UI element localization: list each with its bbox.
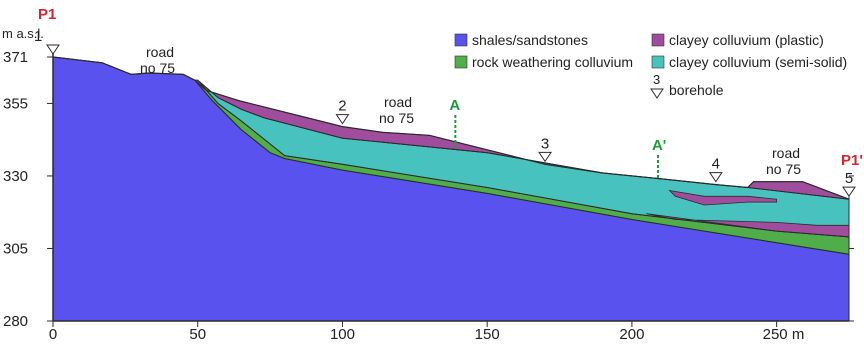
road-label-2-line1: road (384, 94, 412, 110)
borehole-marker (538, 151, 553, 163)
legend-label-rock-colluvium: rock weathering colluvium (472, 54, 633, 70)
road-label-2-line2: no 75 (379, 110, 414, 126)
road-label-3-line1: road (772, 145, 800, 161)
x-tick-label-last: 250 m (763, 326, 805, 341)
y-tick-label: 371 (3, 49, 28, 66)
borehole-number: 2 (338, 98, 346, 115)
y-tick-label: 330 (3, 168, 28, 185)
borehole-number: 1 (34, 28, 42, 45)
section-markers-group: A A' (449, 97, 666, 179)
legend-label-borehole: borehole (669, 82, 724, 98)
legend-label-clayey-semisolid: clayey colluvium (semi-solid) (669, 54, 847, 70)
y-tick-label: 280 (3, 313, 28, 330)
boreholes-group: 1 2 3 4 5 (34, 28, 856, 198)
x-tick-label: 200 (619, 326, 644, 341)
borehole-marker (842, 186, 856, 198)
semisolid-boundary (197, 79, 850, 200)
legend-borehole-number: 3 (653, 72, 660, 87)
legend-borehole-icon (650, 88, 664, 99)
legend-swatch-clayey-plastic (651, 33, 665, 47)
x-tick-label: 0 (49, 326, 57, 341)
road-label-3-line2: no 75 (766, 161, 801, 177)
borehole-number: 5 (845, 170, 853, 187)
profile-start-label: P1 (38, 6, 56, 23)
plastic-colluvium-lens (668, 189, 777, 206)
borehole-marker (46, 44, 60, 55)
legend-label-shales: shales/sandstones (472, 32, 588, 48)
borehole-marker (708, 172, 723, 183)
legend-label-clayey-plastic: clayey colluvium (plastic) (669, 32, 824, 48)
road-label-1-line1: road (146, 44, 174, 60)
profile-end-label: P1' (841, 152, 863, 169)
legend-swatch-clayey-semisolid (651, 55, 665, 69)
legend: shales/sandstones clayey colluvium (plas… (454, 32, 847, 99)
elevation-unit-label: m a.s.l. (2, 26, 44, 41)
borehole-number: 3 (541, 135, 549, 152)
x-axis-ticks: 0 50 100 150 200 250 m (49, 321, 805, 343)
borehole-marker (335, 114, 350, 125)
x-tick-label: 150 (475, 326, 500, 341)
y-tick-label: 355 (3, 95, 28, 112)
road-label-1-line2: no 75 (140, 60, 175, 76)
x-tick-label: 100 (330, 326, 355, 341)
bedrock-surface-line (52, 56, 850, 255)
x-tick-label: 50 (189, 326, 206, 341)
y-tick-label: 305 (3, 240, 28, 257)
section-marker-label: A' (652, 137, 666, 154)
borehole-number: 4 (712, 156, 720, 173)
legend-swatch-rock-colluvium (454, 55, 468, 69)
y-axis-ticks: 371 355 330 305 280 (3, 49, 854, 330)
section-marker-label: A (449, 97, 460, 114)
legend-swatch-shales (454, 33, 468, 47)
rock-colluvium-boundary (197, 79, 850, 238)
